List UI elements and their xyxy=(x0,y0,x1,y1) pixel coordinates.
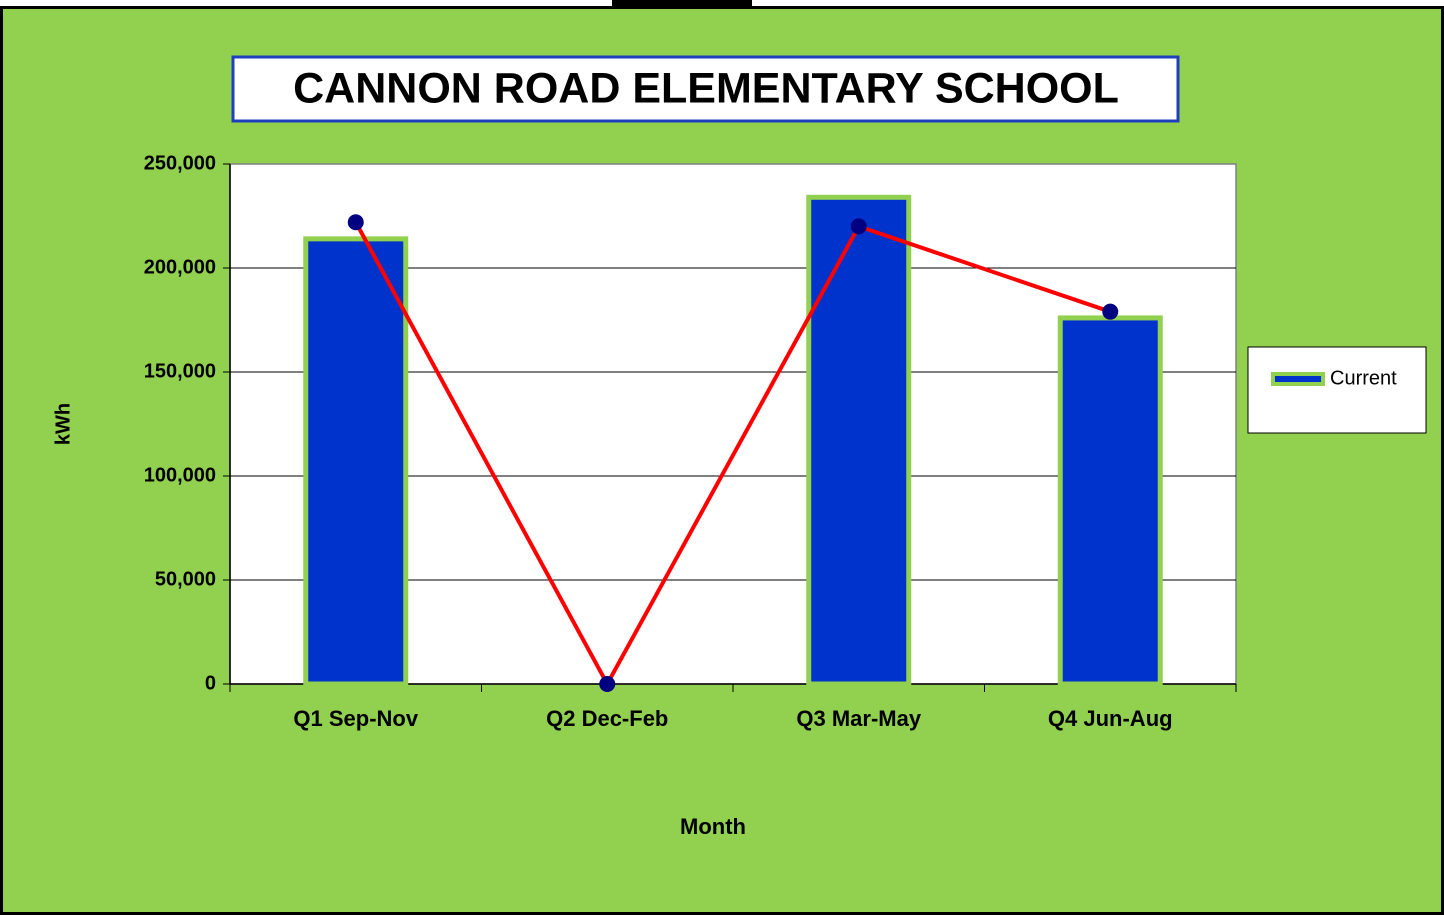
bar xyxy=(303,236,409,687)
y-axis-label: kWh xyxy=(52,403,74,445)
bar xyxy=(1057,315,1163,687)
legend-label: Current xyxy=(1330,367,1397,389)
marker xyxy=(1102,303,1119,320)
x-tick-label: Q3 Mar-May xyxy=(796,706,921,731)
y-tick-label: 250,000 xyxy=(144,152,216,174)
marker xyxy=(850,218,867,235)
y-tick-label: 150,000 xyxy=(144,360,216,382)
y-tick-label: 200,000 xyxy=(144,256,216,278)
bar xyxy=(806,194,912,687)
line xyxy=(353,221,1111,689)
marker xyxy=(599,676,616,692)
x-tick-label: Q4 Jun-Aug xyxy=(1048,706,1173,731)
x-axis-label: Month xyxy=(680,814,746,839)
top-tab xyxy=(612,0,752,9)
x-tick-label: Q1 Sep-Nov xyxy=(293,706,418,731)
title-box xyxy=(231,55,1180,123)
x-tick-label: Q2 Dec-Feb xyxy=(546,706,668,731)
y-tick-label: 100,000 xyxy=(144,464,216,486)
y-tick-label: 50,000 xyxy=(155,568,216,590)
chart-title: CANNON ROAD ELEMENTARY SCHOOL xyxy=(293,64,1119,112)
marker xyxy=(347,214,364,231)
legend xyxy=(1247,346,1427,434)
y-tick-label: 0 xyxy=(205,672,216,694)
legend-swatch xyxy=(1271,372,1325,386)
